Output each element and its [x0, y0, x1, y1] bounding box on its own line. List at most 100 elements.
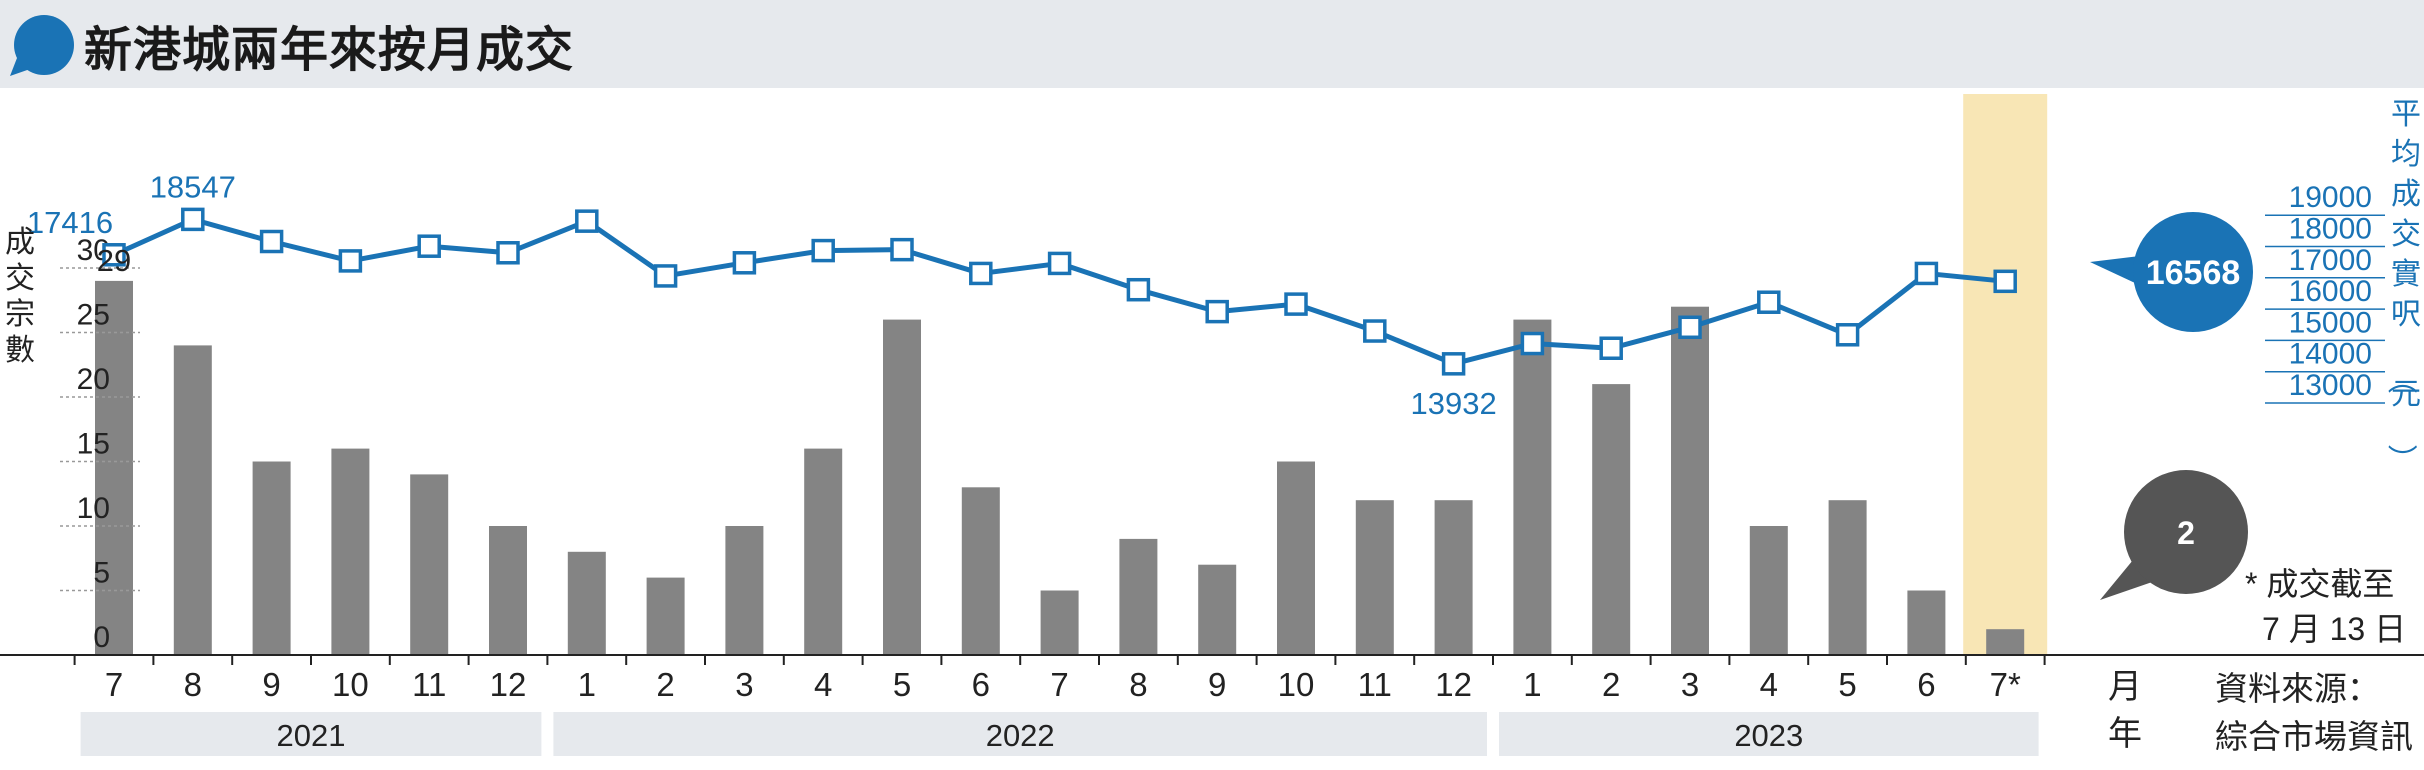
left-tick-label: 5: [93, 557, 110, 590]
year-label: 2021: [277, 718, 346, 753]
left-axis-label: 成交宗數: [5, 226, 35, 367]
price-marker: [1284, 292, 1308, 316]
volume-bar: [1986, 629, 2025, 655]
price-marker: [1835, 323, 1860, 347]
month-tick-label: 8: [1129, 666, 1147, 703]
current-volume-value: 2: [2177, 515, 2195, 551]
right-tick-label: 14000: [2289, 338, 2372, 371]
right-tick-label: 19000: [2289, 181, 2372, 214]
month-tick-label: 7*: [1990, 666, 2021, 703]
right-axis-title: 平均成交實呎（元）: [2384, 98, 2421, 474]
month-tick-label: 11: [412, 666, 446, 703]
month-tick-label: 5: [1838, 666, 1856, 703]
month-tick-label: 10: [1278, 666, 1315, 703]
month-tick-label: 10: [332, 666, 369, 703]
price-line: [112, 216, 2006, 367]
current-price-value: 16568: [2146, 254, 2241, 292]
speech-bubble-icon: [10, 15, 74, 76]
price-marker: [653, 264, 678, 288]
volume-bar: [1907, 590, 1946, 655]
title-bar: [0, 0, 2424, 88]
volume-bar: [331, 448, 370, 655]
volume-bar: [1198, 564, 1237, 655]
price-marker: [181, 207, 205, 232]
volume-bar: [961, 487, 1000, 655]
price-marker: [1914, 261, 1939, 286]
year-label: 2022: [986, 718, 1055, 753]
month-tick-label: 6: [972, 666, 990, 703]
price-marker: [1993, 269, 2017, 294]
volume-bar: [1355, 500, 1394, 655]
left-tick-label: 20: [77, 363, 110, 396]
volume-bar: [1828, 500, 1867, 655]
price-marker: [417, 234, 441, 258]
price-marker: [1757, 290, 1781, 314]
price-marker: [102, 243, 126, 267]
month-tick-label: 11: [1358, 666, 1392, 703]
price-marker: [1047, 251, 1072, 276]
year-band: [1499, 712, 2039, 756]
price-data-label: 17416: [27, 205, 113, 240]
month-tick-label: 1: [578, 666, 596, 703]
price-data-label: 18547: [150, 169, 236, 204]
year-axis-label: 年: [2108, 715, 2142, 753]
left-tick-label: 25: [77, 299, 110, 332]
year-label: 2023: [1734, 718, 1803, 753]
month-tick-label: 9: [262, 666, 280, 703]
volume-bar: [1434, 500, 1473, 655]
volume-bar: [173, 345, 212, 655]
right-tick-label: 18000: [2289, 213, 2372, 246]
volume-bar: [725, 526, 764, 655]
price-marker: [1520, 331, 1545, 356]
month-tick-label: 2: [656, 666, 674, 703]
volume-bar: [489, 526, 527, 655]
right-tick-label: 16000: [2289, 275, 2372, 308]
price-marker: [496, 241, 520, 265]
volume-bar: [1277, 461, 1315, 655]
right-tick-label: 13000: [2289, 369, 2372, 402]
price-marker: [890, 237, 914, 262]
volume-bar: [95, 280, 133, 655]
bar-data-label: 29: [97, 243, 131, 278]
current-month-highlight: [1963, 94, 2048, 655]
month-axis-label: 月: [2108, 668, 2142, 706]
price-marker: [1441, 352, 1466, 376]
price-marker: [259, 229, 284, 254]
price-marker: [1599, 336, 1623, 360]
volume-bar: [1592, 384, 1631, 655]
price-marker: [338, 249, 363, 273]
source-line1: 資料來源：: [2215, 670, 2380, 707]
right-tick-label: 17000: [2289, 244, 2372, 277]
volume-bar: [883, 319, 921, 655]
month-tick-label: 3: [735, 666, 753, 703]
price-marker: [811, 238, 835, 263]
volume-bar: [410, 474, 449, 655]
right-tick-label: 15000: [2289, 306, 2372, 339]
chart-title: 新港城兩年來按月成交: [84, 22, 575, 78]
month-tick-label: 9: [1208, 666, 1226, 703]
price-data-label: 13932: [1410, 386, 1496, 421]
left-tick-label: 0: [93, 621, 110, 654]
right-axis-label: 平均成交實呎（元）: [2384, 98, 2421, 474]
price-marker: [575, 209, 599, 233]
volume-bar: [804, 448, 843, 655]
source-line2: 綜合市場資訊: [2215, 718, 2413, 755]
price-marker: [1678, 315, 1702, 340]
price-marker: [1363, 319, 1387, 343]
left-axis-title: 成交宗數: [5, 226, 35, 367]
price-marker: [732, 251, 757, 275]
month-tick-label: 4: [1760, 666, 1778, 703]
price-marker: [1205, 299, 1229, 324]
volume-bar: [1749, 526, 1788, 655]
price-marker: [969, 261, 993, 286]
month-tick-label: 7: [105, 666, 123, 703]
month-tick-label: 5: [893, 666, 911, 703]
month-tick-label: 3: [1681, 666, 1699, 703]
month-tick-label: 7: [1050, 666, 1068, 703]
footnote-line1: * 成交截至: [2245, 566, 2394, 602]
month-tick-label: 4: [814, 666, 832, 703]
left-tick-label: 15: [77, 428, 110, 461]
month-tick-label: 1: [1523, 666, 1541, 703]
year-band: [553, 712, 1487, 756]
